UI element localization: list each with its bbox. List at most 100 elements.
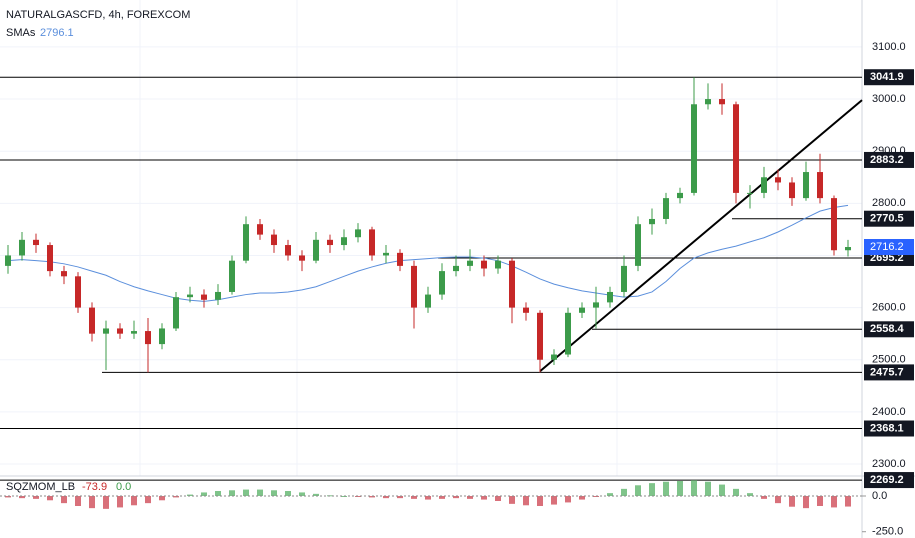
momentum-bar bbox=[789, 496, 795, 507]
chart-title: NATURALGASCFD, 4h, FOREXCOM bbox=[6, 9, 190, 21]
level-label: 2558.4 bbox=[870, 323, 905, 335]
candle-body bbox=[663, 198, 669, 219]
y-tick-label: 3000.0 bbox=[872, 93, 906, 105]
momentum-name: SQZMOM_LB bbox=[6, 481, 75, 493]
candle-body bbox=[747, 192, 753, 194]
candle-body bbox=[649, 218, 655, 225]
momentum-bar bbox=[173, 496, 179, 498]
momentum-bar bbox=[159, 496, 165, 501]
momentum-bar bbox=[285, 491, 291, 496]
candle-body bbox=[61, 271, 67, 277]
level-label: 2883.2 bbox=[870, 154, 904, 166]
momentum-bar bbox=[47, 496, 53, 501]
momentum-bar bbox=[691, 480, 697, 496]
momentum-bar bbox=[215, 491, 221, 496]
candle-body bbox=[159, 328, 165, 345]
candle-body bbox=[509, 260, 515, 308]
candle-body bbox=[775, 177, 781, 183]
y-tick-label: 2300.0 bbox=[872, 458, 906, 470]
momentum-bar bbox=[439, 496, 445, 499]
momentum-bar bbox=[19, 496, 25, 499]
y-tick-label: 2800.0 bbox=[872, 197, 906, 209]
candle-body bbox=[103, 328, 109, 334]
momentum-bar bbox=[481, 496, 487, 500]
momentum-signal: 0.0 bbox=[116, 481, 131, 493]
level-label-box bbox=[864, 420, 914, 437]
candle-body bbox=[467, 260, 473, 266]
momentum-bar bbox=[33, 496, 39, 499]
sma-name: SMAs bbox=[6, 27, 36, 39]
candle-body bbox=[495, 260, 501, 269]
candle-body bbox=[761, 177, 767, 193]
candle-body bbox=[271, 234, 277, 246]
momentum-bar bbox=[425, 496, 431, 500]
momentum-bar bbox=[411, 496, 417, 499]
momentum-bar bbox=[775, 496, 781, 504]
candle-body bbox=[733, 104, 739, 193]
y-tick-label: 0.0 bbox=[872, 490, 887, 502]
level-label-box bbox=[864, 69, 914, 86]
candle-body bbox=[719, 99, 725, 105]
momentum-bar bbox=[635, 485, 641, 496]
candle-body bbox=[565, 312, 571, 355]
momentum-bar bbox=[747, 493, 753, 496]
candle-body bbox=[817, 172, 823, 199]
candle-body bbox=[47, 245, 53, 272]
candle-body bbox=[201, 294, 207, 300]
momentum-bar bbox=[705, 481, 711, 496]
momentum-bar bbox=[719, 484, 725, 496]
sma-value: 2796.1 bbox=[40, 27, 74, 39]
candle-body bbox=[19, 239, 25, 256]
candle-body bbox=[439, 271, 445, 295]
momentum-bar bbox=[299, 492, 305, 496]
momentum-bar bbox=[607, 493, 613, 496]
momentum-bar bbox=[523, 496, 529, 506]
candle-body bbox=[551, 354, 557, 360]
y-tick-label: 3100.0 bbox=[872, 41, 906, 53]
momentum-bar bbox=[551, 496, 557, 505]
momentum-bar bbox=[761, 496, 767, 499]
candle-body bbox=[229, 260, 235, 292]
momentum-bar bbox=[397, 496, 403, 499]
candle-body bbox=[369, 229, 375, 256]
momentum-bar bbox=[327, 495, 333, 497]
sma-line bbox=[7, 204, 849, 302]
candle-body bbox=[677, 192, 683, 199]
candle-body bbox=[425, 294, 431, 308]
momentum-bar bbox=[621, 488, 627, 496]
candle-body bbox=[173, 297, 179, 329]
candle-body bbox=[215, 291, 221, 300]
candle-body bbox=[383, 252, 389, 256]
candle-body bbox=[481, 260, 487, 269]
candle-body bbox=[537, 312, 543, 360]
level-label-box bbox=[864, 321, 914, 338]
candle-body bbox=[341, 237, 347, 246]
momentum-bar bbox=[453, 496, 459, 499]
momentum-bar bbox=[145, 496, 151, 504]
candle-body bbox=[145, 331, 151, 345]
momentum-bar bbox=[831, 496, 837, 508]
momentum-bar bbox=[803, 496, 809, 509]
momentum-bar bbox=[89, 496, 95, 509]
candle-body bbox=[705, 99, 711, 105]
candle-body bbox=[635, 224, 641, 266]
momentum-bar bbox=[369, 496, 375, 498]
grid bbox=[0, 0, 862, 476]
candle-body bbox=[327, 239, 333, 246]
candle-body bbox=[453, 265, 459, 272]
y-tick-label: 2600.0 bbox=[872, 302, 906, 314]
level-label-box bbox=[864, 364, 914, 381]
momentum-bar bbox=[565, 496, 571, 503]
momentum-bar bbox=[355, 496, 361, 497]
momentum-bar bbox=[845, 496, 851, 507]
level-label-box bbox=[864, 210, 914, 227]
candle-body bbox=[299, 255, 305, 261]
momentum-bar bbox=[733, 488, 739, 496]
candle-body bbox=[579, 307, 585, 313]
momentum-bar bbox=[187, 494, 193, 496]
level-label: 2475.7 bbox=[870, 366, 904, 378]
momentum-bar bbox=[663, 481, 669, 496]
momentum-bar bbox=[75, 496, 81, 506]
candle-body bbox=[131, 331, 137, 334]
